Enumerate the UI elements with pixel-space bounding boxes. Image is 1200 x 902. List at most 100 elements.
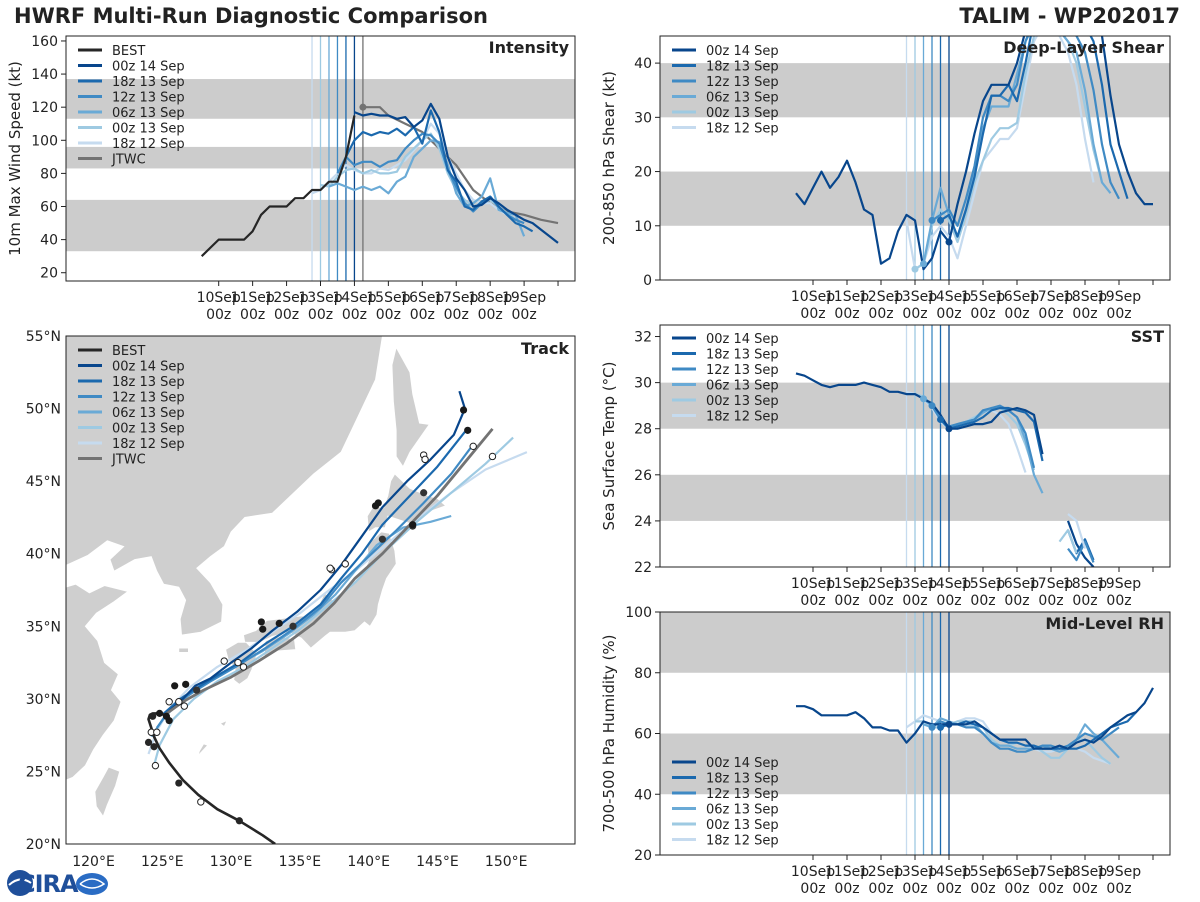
x-tick-label: 14Sep <box>927 289 971 305</box>
legend-label: 12z 13 Sep <box>706 363 779 378</box>
legend-label: 18z 13 Sep <box>706 60 779 75</box>
lon-tick-label: 140°E <box>347 854 390 870</box>
track-open-dot <box>151 761 160 770</box>
legend-label: 18z 13 Sep <box>706 348 779 363</box>
axes-frame <box>65 335 576 845</box>
sakhalin <box>391 346 430 468</box>
track-open-dot <box>180 702 189 710</box>
legend-label: 12z 13 Sep <box>706 787 779 802</box>
init-marker <box>937 415 944 423</box>
x-tick-label: 14Sep <box>332 290 376 306</box>
lon-tick-label: 150°E <box>485 854 528 870</box>
run-line-segment <box>1067 540 1095 563</box>
track-jtwc-dot <box>193 686 201 694</box>
x-tick-label: 00z <box>868 306 893 322</box>
figure-title: HWRF Multi-Run Diagnostic Comparison <box>14 4 489 28</box>
track-open-dot <box>239 663 248 671</box>
x-tick-label: 12Sep <box>859 576 903 592</box>
taiwan <box>94 766 121 818</box>
x-tick-label: 15Sep <box>961 289 1005 305</box>
lon-tick-label: 125°E <box>141 854 184 870</box>
lat-tick-label: 25°N <box>26 764 61 780</box>
y-tick-label: 60 <box>634 727 652 743</box>
x-tick-label: 00z <box>834 593 859 609</box>
track-open-dot <box>220 657 228 665</box>
init-marker <box>928 402 936 410</box>
run-line-segment <box>1066 520 1095 567</box>
legend-label: 18z 12 Sep <box>112 437 185 452</box>
legend-label: 00z 13 Sep <box>112 122 185 137</box>
x-tick-label: 13Sep <box>893 576 937 592</box>
x-tick-label: 00z <box>834 306 859 322</box>
track-open-dot <box>469 442 477 451</box>
x-tick-label: 16Sep <box>995 864 1039 880</box>
x-tick-label: 00z <box>1072 881 1097 897</box>
run-line <box>931 36 1120 227</box>
plot-area <box>660 36 1170 280</box>
y-tick-label: 40 <box>634 787 652 803</box>
x-tick-label: 19Sep <box>502 290 546 306</box>
legend-label: JTWC <box>111 153 146 168</box>
x-tick-label: 00z <box>478 307 503 323</box>
x-tick-label: 00z <box>512 307 537 323</box>
y-tick-label: 30 <box>634 376 652 392</box>
x-tick-label: 17Sep <box>434 290 478 306</box>
x-tick-label: 13Sep <box>298 290 342 306</box>
x-tick-label: 11Sep <box>825 576 869 592</box>
panel-title: Intensity <box>489 38 570 57</box>
x-tick-label: 00z <box>444 307 469 323</box>
legend-label: 06z 13 Sep <box>112 406 185 421</box>
y-tick-label: 40 <box>40 233 58 249</box>
track-jtwc-line <box>164 428 494 716</box>
track-jtwc-dot <box>378 535 387 543</box>
legend-label: 06z 13 Sep <box>706 803 779 818</box>
run-line <box>328 139 526 237</box>
x-tick-label: 10Sep <box>791 289 835 305</box>
x-tick-label: 11Sep <box>825 864 869 880</box>
track-run-line <box>155 445 473 729</box>
track-run-dot <box>182 680 190 688</box>
track-run-line <box>161 431 466 716</box>
track-best-dot <box>149 712 157 720</box>
run-line <box>931 720 1120 753</box>
legend-label: 00z 14 Sep <box>706 756 779 771</box>
legend-label: 12z 13 Sep <box>112 91 185 106</box>
x-tick-label: 10Sep <box>197 290 241 306</box>
legend-label: 18z 13 Sep <box>112 75 185 90</box>
run-line <box>914 36 1104 271</box>
track-jtwc-dot <box>289 622 297 630</box>
legend-label: 18z 12 Sep <box>706 410 779 425</box>
x-tick-label: 00z <box>1004 593 1029 609</box>
china-coast <box>66 583 129 781</box>
x-tick-label: 00z <box>800 593 825 609</box>
x-tick-label: 14Sep <box>927 576 971 592</box>
x-tick-label: 00z <box>1004 306 1029 322</box>
legend-label: 18z 12 Sep <box>706 834 779 849</box>
track-open-dot <box>326 564 334 572</box>
run-line <box>796 687 1154 750</box>
legend-label: 00z 14 Sep <box>706 44 779 59</box>
init-marker <box>920 260 927 268</box>
x-tick-label: 18Sep <box>1063 289 1107 305</box>
panel-intensity: 20 40 60 80 100 120 140 160 10m Max Wind Speed (… <box>6 34 576 323</box>
x-tick-label: 18Sep <box>1063 864 1107 880</box>
track-open-dot <box>341 560 349 568</box>
track-best-dot <box>235 817 243 825</box>
x-tick-label: 12Sep <box>859 289 903 305</box>
legend-label: BEST <box>112 344 145 359</box>
x-tick-label: 00z <box>970 593 995 609</box>
x-tick-label: 18Sep <box>1063 576 1107 592</box>
panel-mid-level-rh: 20 40 60 80 100 700-500 hPa Humidity (%) 10Sep… <box>600 605 1171 897</box>
y-axis-label: Sea Surface Temp (°C) <box>600 361 618 530</box>
y-tick-label: 28 <box>634 422 652 438</box>
x-tick-label: 00z <box>376 307 401 323</box>
init-marker <box>911 265 919 273</box>
legend-label: 06z 13 Sep <box>112 106 185 121</box>
x-tick-label: 19Sep <box>1097 576 1141 592</box>
y-tick-label: 0 <box>643 273 652 289</box>
legend-label: 18z 13 Sep <box>112 375 185 390</box>
y-tick-label: 80 <box>634 666 652 682</box>
lat-tick-label: 30°N <box>26 692 61 708</box>
y-tick-label: 26 <box>634 468 652 484</box>
